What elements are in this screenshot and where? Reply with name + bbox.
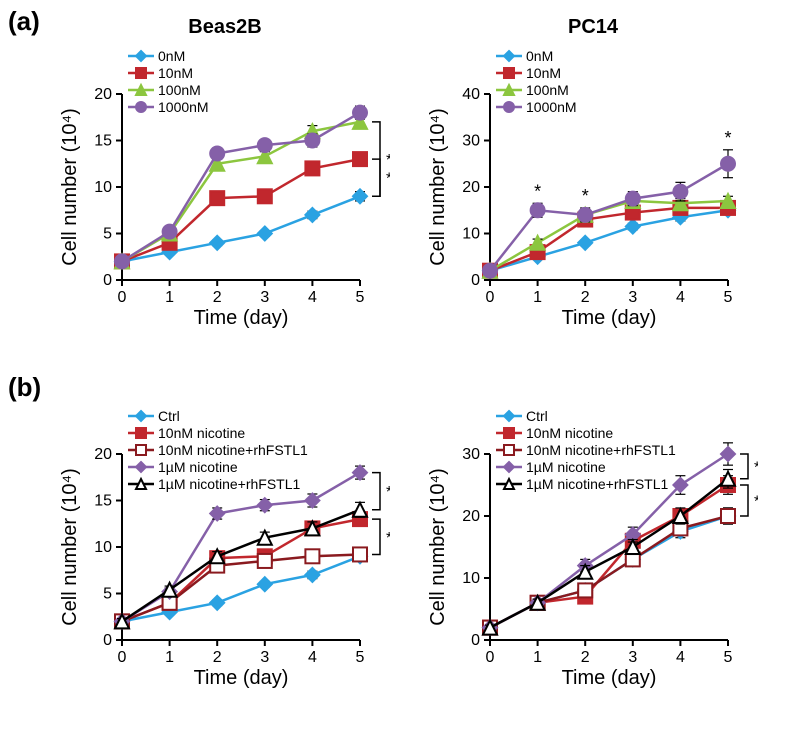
svg-text:10nM: 10nM (526, 65, 561, 81)
svg-text:*: * (534, 181, 541, 201)
svg-text:5: 5 (103, 586, 112, 603)
svg-text:*: * (582, 186, 589, 206)
svg-text:4: 4 (308, 289, 317, 306)
svg-text:10: 10 (462, 226, 480, 243)
svg-text:2: 2 (213, 289, 222, 306)
svg-text:3: 3 (628, 649, 637, 666)
svg-text:Time (day): Time (day) (194, 667, 289, 689)
svg-text:15: 15 (94, 133, 112, 150)
svg-text:1µM nicotine+rhFSTL1: 1µM nicotine+rhFSTL1 (526, 476, 669, 492)
svg-text:1: 1 (533, 649, 542, 666)
svg-text:30: 30 (462, 446, 480, 463)
svg-text:10nM nicotine+rhFSTL1: 10nM nicotine+rhFSTL1 (526, 442, 676, 458)
svg-text:40: 40 (462, 86, 480, 103)
svg-text:2: 2 (581, 289, 590, 306)
svg-text:20: 20 (94, 446, 112, 463)
svg-text:10: 10 (462, 570, 480, 587)
svg-text:0nM: 0nM (158, 48, 185, 64)
svg-text:Time (day): Time (day) (194, 307, 289, 329)
svg-text:Ctrl: Ctrl (526, 408, 548, 424)
svg-text:0: 0 (103, 272, 112, 289)
svg-text:1µM nicotine+rhFSTL1: 1µM nicotine+rhFSTL1 (158, 476, 301, 492)
svg-text:10nM: 10nM (158, 65, 193, 81)
svg-text:Cell number (10⁴): Cell number (10⁴) (428, 108, 449, 266)
svg-text:20: 20 (462, 508, 480, 525)
svg-text:**: ** (386, 152, 390, 169)
svg-text:0: 0 (118, 289, 127, 306)
svg-text:5: 5 (724, 649, 733, 666)
svg-text:10: 10 (94, 179, 112, 196)
svg-text:0: 0 (103, 632, 112, 649)
svg-text:10nM nicotine: 10nM nicotine (158, 425, 245, 441)
svg-text:*: * (386, 530, 390, 547)
svg-text:5: 5 (356, 289, 365, 306)
svg-text:*: * (386, 171, 390, 188)
svg-text:5: 5 (356, 649, 365, 666)
svg-text:1000nM: 1000nM (158, 99, 209, 115)
svg-text:0: 0 (486, 289, 495, 306)
svg-text:30: 30 (462, 133, 480, 150)
col-beas2b-title: Beas2B (60, 16, 390, 39)
plot-b-pc14: 0 1 2 3 4 5 Time (day) 0 10 20 30 Cell number (10⁴)… (428, 400, 758, 690)
svg-text:3: 3 (260, 649, 269, 666)
svg-text:Cell number (10⁴): Cell number (10⁴) (60, 468, 81, 626)
svg-text:*: * (386, 484, 390, 501)
svg-text:0nM: 0nM (526, 48, 553, 64)
plot-a-pc14: PC14 012345Time (day)010203040Cell numbe… (428, 40, 758, 330)
svg-text:10: 10 (94, 539, 112, 556)
svg-text:10nM nicotine+rhFSTL1: 10nM nicotine+rhFSTL1 (158, 442, 308, 458)
svg-text:1: 1 (165, 649, 174, 666)
panel-b-label: (b) (8, 372, 41, 403)
svg-text:100nM: 100nM (158, 82, 201, 98)
svg-text:20: 20 (94, 86, 112, 103)
svg-text:100nM: 100nM (526, 82, 569, 98)
svg-text:4: 4 (308, 649, 317, 666)
svg-text:1000nM: 1000nM (526, 99, 577, 115)
svg-text:20: 20 (462, 179, 480, 196)
svg-text:0: 0 (471, 272, 480, 289)
svg-text:Ctrl: Ctrl (158, 408, 180, 424)
svg-text:1: 1 (165, 289, 174, 306)
svg-text:5: 5 (103, 226, 112, 243)
svg-text:4: 4 (676, 289, 685, 306)
svg-text:Time (day): Time (day) (562, 667, 657, 689)
svg-text:0: 0 (118, 649, 127, 666)
svg-text:15: 15 (94, 493, 112, 510)
svg-text:3: 3 (628, 289, 637, 306)
svg-text:*: * (754, 494, 758, 511)
svg-text:10nM nicotine: 10nM nicotine (526, 425, 613, 441)
svg-text:3: 3 (260, 289, 269, 306)
svg-text:*: * (724, 128, 731, 148)
svg-text:1µM nicotine: 1µM nicotine (526, 459, 606, 475)
svg-text:1: 1 (533, 289, 542, 306)
svg-text:5: 5 (724, 289, 733, 306)
svg-text:2: 2 (581, 649, 590, 666)
panel-a-label: (a) (8, 6, 40, 37)
svg-text:2: 2 (213, 649, 222, 666)
svg-text:4: 4 (676, 649, 685, 666)
svg-text:0: 0 (471, 632, 480, 649)
svg-text:Time (day): Time (day) (562, 307, 657, 329)
svg-text:1µM nicotine: 1µM nicotine (158, 459, 238, 475)
plot-a-beas2b: Beas2B 012345Time (day)05101520Cell numb… (60, 40, 390, 330)
col-pc14-title: PC14 (428, 16, 758, 39)
plot-b-beas2b: 0 1 2 3 4 5 Time (day) 0 5 10 15 20 Cell number (10⁴… (60, 400, 390, 690)
svg-text:0: 0 (486, 649, 495, 666)
svg-text:*: * (754, 459, 758, 476)
svg-text:Cell number (10⁴): Cell number (10⁴) (60, 108, 81, 266)
svg-text:Cell number (10⁴): Cell number (10⁴) (428, 468, 449, 626)
